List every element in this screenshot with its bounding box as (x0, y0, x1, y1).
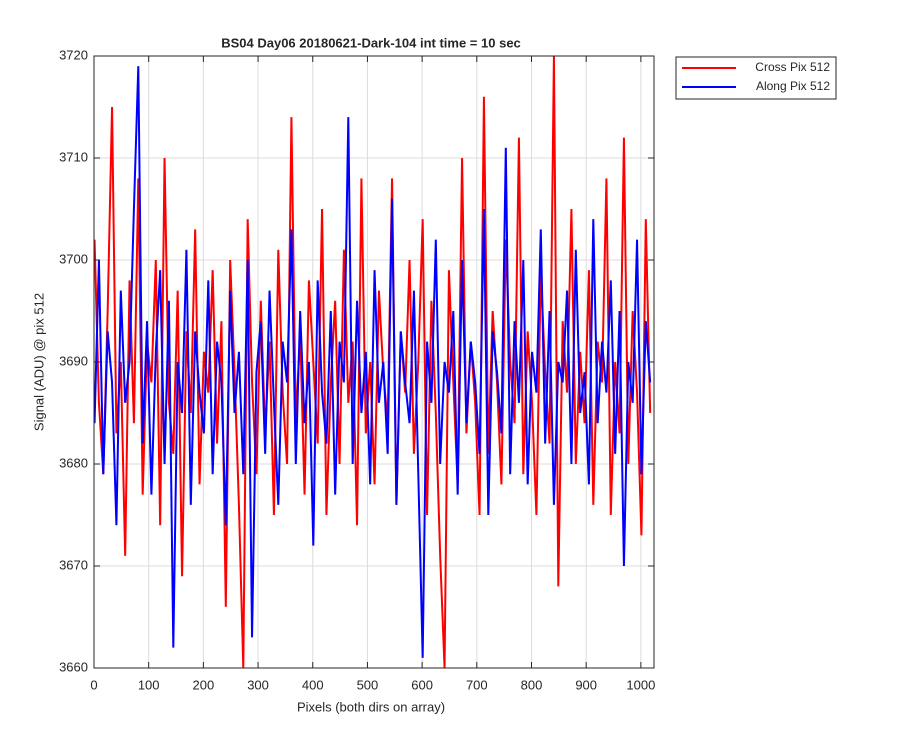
y-axis-label: Signal (ADU) @ pix 512 (31, 293, 46, 431)
x-tick-label: 500 (357, 677, 379, 692)
y-tick-label: 3710 (59, 149, 88, 164)
y-tick-label: 3700 (59, 251, 88, 266)
x-tick-label: 0 (90, 677, 97, 692)
x-tick-label: 900 (575, 677, 597, 692)
x-tick-label: 800 (521, 677, 543, 692)
y-tick-label: 3720 (59, 47, 88, 62)
y-tick-label: 3670 (59, 557, 88, 572)
legend-label: Along Pix 512 (756, 79, 830, 93)
x-tick-label: 300 (247, 677, 269, 692)
x-tick-label: 600 (411, 677, 433, 692)
legend-box (675, 56, 837, 100)
y-tick-label: 3680 (59, 455, 88, 470)
legend: Cross Pix 512 Along Pix 512 (675, 56, 837, 100)
y-tick-label: 3660 (59, 659, 88, 674)
x-tick-label: 700 (466, 677, 488, 692)
lines (93, 55, 652, 669)
y-tick-label: 3690 (59, 353, 88, 368)
x-tick-label: 200 (193, 677, 215, 692)
x-axis-label: Pixels (both dirs on array) (297, 699, 445, 714)
data-line (93, 66, 652, 658)
x-tick-label: 400 (302, 677, 324, 692)
legend-label: Cross Pix 512 (755, 60, 830, 74)
chart-title: BS04 Day06 20180621-Dark-104 int time = … (221, 35, 521, 50)
x-tick-label: 1000 (626, 677, 655, 692)
x-tick-label: 100 (138, 677, 160, 692)
